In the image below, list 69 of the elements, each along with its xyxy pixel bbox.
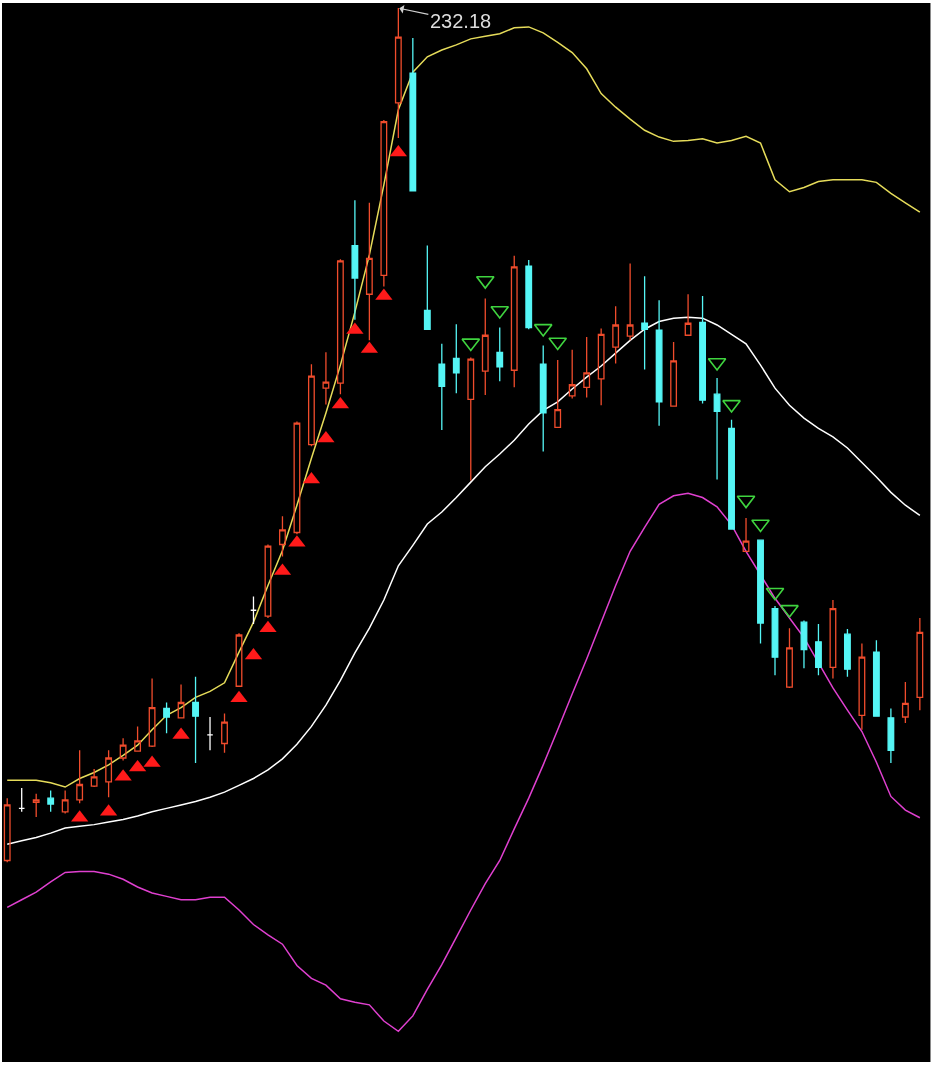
candlestick [365, 202, 373, 341]
candlestick [843, 628, 851, 678]
candlestick [481, 297, 489, 396]
candlestick [786, 627, 793, 689]
candlestick [887, 707, 895, 764]
candlestick [612, 305, 620, 365]
candlestick [264, 543, 272, 619]
candlestick [597, 327, 605, 406]
candlestick [699, 295, 706, 405]
candlestick [525, 259, 533, 330]
candlestick [235, 632, 243, 688]
candlestick [105, 749, 113, 798]
candlestick [626, 262, 634, 341]
candlestick [307, 363, 315, 447]
candlestick [322, 351, 330, 406]
candlestick [32, 793, 40, 818]
candlestick [423, 244, 431, 330]
candlestick [655, 299, 663, 427]
candlestick [192, 676, 199, 764]
candlestick [554, 359, 562, 429]
candlestick [771, 605, 779, 676]
annotation: 232.18 [430, 10, 492, 32]
candlestick [757, 539, 764, 645]
point [533, 323, 553, 337]
candlestick [438, 343, 446, 431]
candlestick [250, 595, 257, 625]
candlestick [76, 749, 84, 804]
candlestick [539, 344, 547, 453]
candlestick [177, 683, 185, 719]
candlestick [800, 619, 808, 669]
candlestick [163, 701, 170, 734]
candlestick [134, 725, 142, 752]
candlestick [467, 356, 475, 482]
candlestick [148, 677, 156, 748]
candlestick [351, 199, 359, 321]
candlestick [47, 789, 55, 813]
candlestick [583, 336, 591, 399]
candlestick [206, 716, 214, 751]
candlestick [409, 37, 417, 192]
candlestick [815, 623, 822, 676]
candlestick [293, 420, 301, 535]
candlestick [901, 681, 909, 724]
point [490, 305, 510, 319]
candlestick [568, 349, 576, 400]
point [461, 338, 481, 352]
candlestick [61, 789, 69, 815]
candlestick [713, 377, 721, 481]
candlestick [641, 275, 649, 371]
candlestick [916, 617, 924, 711]
candlestick [119, 737, 127, 762]
candlestick [496, 326, 504, 382]
candlestick [510, 255, 518, 388]
point [548, 337, 568, 351]
candlestick [221, 712, 228, 754]
candlestick [90, 768, 98, 788]
candlestick [336, 258, 344, 395]
candlestick [452, 323, 460, 394]
candlestick [728, 419, 735, 530]
candlestick [3, 797, 11, 863]
candlestick [742, 517, 750, 552]
candlestick [829, 599, 837, 680]
candlestick [684, 293, 692, 336]
candlestick [279, 515, 286, 558]
candlestick [380, 119, 388, 288]
candlestick [670, 341, 678, 407]
candlestick [18, 787, 26, 813]
candlestick [858, 642, 866, 731]
candlestick [872, 639, 880, 717]
point [722, 399, 741, 413]
